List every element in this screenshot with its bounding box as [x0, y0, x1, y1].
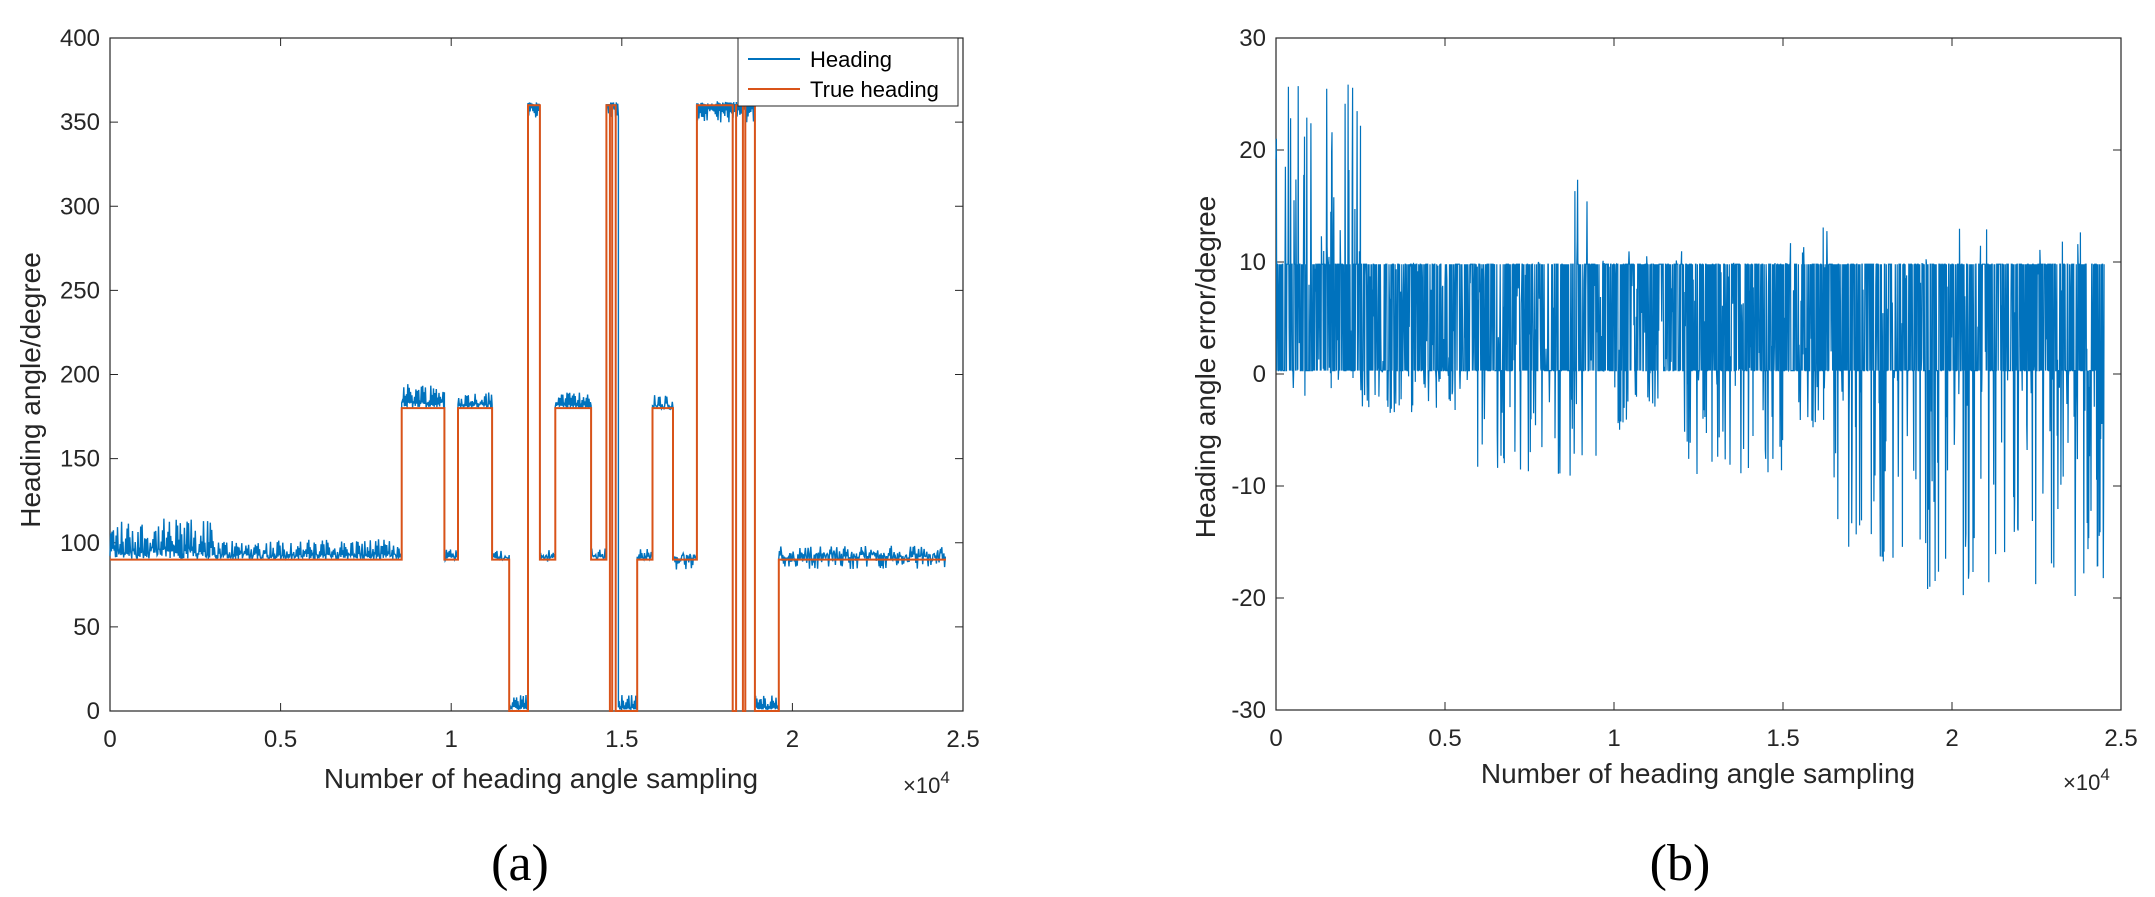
- x-tick-label: 0.5: [264, 726, 297, 753]
- x-tick-label: 0: [103, 726, 116, 753]
- chart-b-axes: 0 0.5 1 1.5 2 2.5 -30 -20 -10 0 10 20 30: [1231, 25, 2137, 752]
- series-error-line: [1275, 84, 2105, 597]
- y-tick-label: -30: [1231, 697, 1266, 724]
- x-tick-label: 2.5: [946, 726, 979, 753]
- panel-label-a: (a): [491, 835, 549, 892]
- y-tick-label: 0: [87, 698, 100, 725]
- chart-a-xlabel: Number of heading angle sampling: [324, 763, 758, 794]
- y-tick-label: 250: [60, 277, 100, 304]
- y-tick-label: 30: [1239, 25, 1266, 52]
- y-tick-label: 300: [60, 193, 100, 220]
- legend-box: [737, 37, 959, 107]
- y-tick-label: -20: [1231, 585, 1266, 612]
- chart-b-ylabel: Heading angle error/degree: [1190, 196, 1221, 538]
- chart-a: 0 0.5 1 1.5 2 2.5 0 50 100 150 200 250 300 350 400 Hea…: [15, 25, 980, 892]
- chart-b-series: [1275, 84, 2105, 597]
- x-tick-label: 2: [786, 726, 799, 753]
- legend-true-heading-label: True heading: [810, 77, 939, 102]
- y-tick-label: 100: [60, 530, 100, 557]
- chart-a-series: [109, 101, 946, 712]
- y-tick-label: 10: [1239, 249, 1266, 276]
- x-tick-label: 0.5: [1428, 725, 1461, 752]
- legend-heading-label: Heading: [810, 47, 892, 72]
- chart-a-legend: Heading True heading: [737, 37, 959, 107]
- y-tick-label: 400: [60, 25, 100, 52]
- y-tick-label: 20: [1239, 137, 1266, 164]
- x-tick-label: 2.5: [2104, 725, 2137, 752]
- y-tick-label: 350: [60, 109, 100, 136]
- panel-label-b: (b): [1650, 835, 1711, 892]
- x-tick-label: 1: [445, 726, 458, 753]
- x-tick-label: 0: [1269, 725, 1282, 752]
- y-tick-label: 200: [60, 362, 100, 389]
- series-true-heading-line: [110, 104, 946, 712]
- y-tick-label: 50: [73, 614, 100, 641]
- x-tick-label: 1.5: [1766, 725, 1799, 752]
- plot-frame: [109, 37, 964, 712]
- chart-b-x-multiplier: ×104: [2063, 765, 2110, 795]
- y-tick-label: 0: [1253, 361, 1266, 388]
- x-tick-label: 2: [1945, 725, 1958, 752]
- chart-b-xlabel: Number of heading angle sampling: [1481, 758, 1915, 789]
- x-tick-label: 1: [1607, 725, 1620, 752]
- x-tick-label: 1.5: [605, 726, 638, 753]
- y-tick-label: -10: [1231, 473, 1266, 500]
- y-tick-label: 150: [60, 446, 100, 473]
- chart-a-x-multiplier: ×104: [903, 768, 950, 798]
- chart-a-ylabel: Heading angle/degree: [15, 252, 46, 528]
- chart-b: 0 0.5 1 1.5 2 2.5 -30 -20 -10 0 10 20 30 Number of h…: [1190, 25, 2138, 892]
- chart-a-axes: 0 0.5 1 1.5 2 2.5 0 50 100 150 200 250 300 350 400: [60, 25, 980, 753]
